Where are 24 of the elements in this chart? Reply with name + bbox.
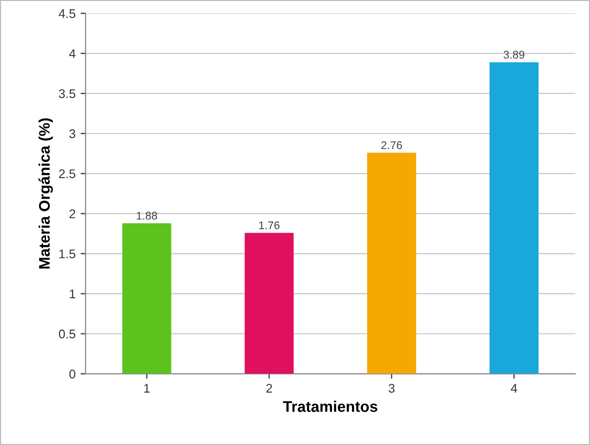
bar <box>122 223 172 374</box>
y-tick-label: 4 <box>69 49 76 58</box>
x-axis-title: Tratamientos <box>283 400 378 412</box>
y-tick-label: 3 <box>69 129 76 138</box>
bar <box>367 152 416 374</box>
y-tick-label: 0 <box>69 370 76 378</box>
y-axis-title: Materia Orgánica (%) <box>38 118 53 269</box>
data-label: 3.89 <box>504 50 524 59</box>
data-label: 2.76 <box>381 141 402 150</box>
y-tick-label: 2 <box>70 209 76 218</box>
data-label: 1.76 <box>259 221 280 230</box>
data-label: 1.88 <box>136 212 158 220</box>
x-tick-label: 1 <box>144 384 150 393</box>
x-tick-label: 2 <box>266 384 272 393</box>
bar <box>244 232 294 374</box>
y-tick-label: 1 <box>70 290 76 298</box>
y-tick-label: 3.5 <box>58 89 76 98</box>
x-tick-label: 4 <box>510 384 518 393</box>
y-tick-label: 2.5 <box>59 169 76 178</box>
y-tick-label: 1.5 <box>59 250 76 258</box>
x-tick-label: 3 <box>388 384 395 393</box>
y-tick-label: 0.5 <box>58 330 76 338</box>
bar <box>490 62 539 374</box>
y-tick-label: 4.5 <box>58 9 76 18</box>
